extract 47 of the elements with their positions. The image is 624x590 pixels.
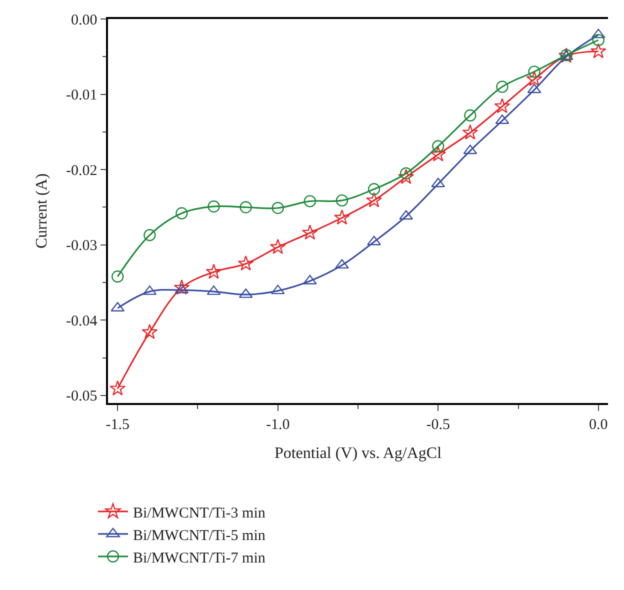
point (398, 168, 414, 184)
point (400, 167, 412, 180)
point (590, 43, 606, 58)
point (144, 228, 156, 242)
point (110, 380, 126, 396)
point (238, 255, 254, 271)
point (335, 259, 349, 269)
point (430, 146, 446, 162)
point (526, 70, 542, 86)
y-tick-label: -0.02 (66, 162, 98, 179)
point (462, 124, 478, 140)
y-tick-label: 0.00 (71, 12, 98, 28)
point (336, 194, 348, 207)
x-tick-label: -1.5 (106, 416, 130, 433)
y-tick-label: -0.04 (66, 313, 98, 330)
legend-label: Bi/MWCNT/Ti-3 min (133, 505, 266, 522)
x-axis-title: Potential (V) vs. Ag/AgCl (274, 444, 442, 462)
point (368, 183, 380, 196)
point (304, 195, 316, 208)
point (494, 98, 510, 114)
point (270, 238, 286, 254)
point (528, 66, 540, 78)
legend-label: Bi/MWCNT/Ti-7 min (133, 550, 266, 566)
point (367, 236, 381, 246)
y-axis-title: Current (A) (33, 173, 50, 249)
point (366, 192, 382, 208)
point (240, 201, 252, 214)
point (174, 280, 190, 295)
x-tick-label: -1.0 (266, 416, 290, 433)
point (496, 80, 508, 93)
point (464, 109, 476, 122)
point (334, 209, 350, 225)
point (208, 200, 220, 213)
point (112, 270, 124, 283)
point (432, 140, 444, 152)
y-tick-label: -0.05 (66, 388, 98, 405)
point (592, 34, 604, 46)
point (176, 207, 188, 220)
point (272, 202, 284, 214)
point (302, 224, 318, 240)
x-tick-label: 0.0 (589, 416, 608, 433)
y-tick-label: -0.01 (66, 88, 98, 104)
y-tick-label: -0.03 (66, 238, 98, 254)
legend-label: Bi/MWCNT/Ti-5 min (133, 528, 266, 544)
point (142, 324, 158, 340)
x-tick-label: -0.5 (426, 416, 450, 433)
point (206, 264, 222, 279)
